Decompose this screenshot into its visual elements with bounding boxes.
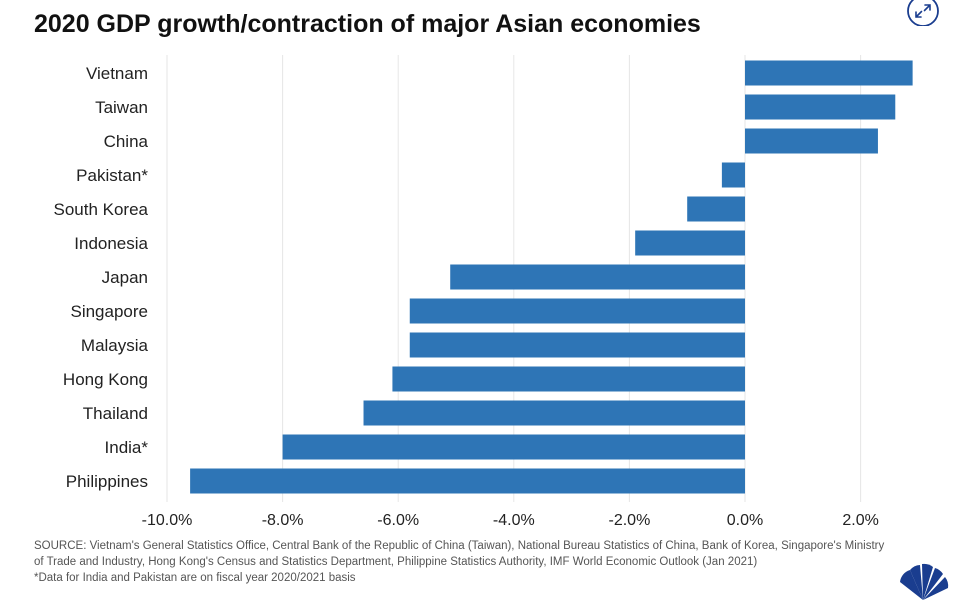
x-tick-label: -2.0% (609, 512, 651, 529)
bar (190, 468, 745, 494)
source-text: SOURCE: Vietnam's General Statistics Off… (34, 540, 885, 568)
category-label: Thailand (83, 404, 148, 423)
x-tick-label: -6.0% (377, 512, 419, 529)
bars (190, 60, 913, 494)
x-tick-label: 0.0% (727, 512, 763, 529)
category-label: Taiwan (95, 98, 148, 117)
bar (282, 434, 745, 460)
category-label: China (104, 132, 149, 151)
x-tick-label: -4.0% (493, 512, 535, 529)
bar (687, 196, 745, 222)
footnote-text: *Data for India and Pakistan are on fisc… (34, 572, 356, 584)
category-label: Pakistan* (76, 166, 148, 185)
bar (450, 264, 745, 290)
category-label: Malaysia (81, 336, 149, 355)
category-label: Philippines (66, 472, 148, 491)
bar (635, 230, 745, 256)
cnbc-peacock-logo (900, 563, 949, 600)
bar (409, 332, 745, 358)
category-label: South Korea (53, 200, 148, 219)
bar (745, 60, 913, 86)
category-labels: Vietnam Taiwan China Pakistan* South Korea In… (53, 64, 148, 491)
bar (392, 366, 745, 392)
category-label: Indonesia (74, 234, 148, 253)
bar (745, 94, 896, 120)
x-tick-labels: -10.0% -8.0% -6.0% -4.0% -2.0% 0.0% 2.0% (142, 512, 879, 529)
bar (745, 128, 878, 154)
x-tick-label: -10.0% (142, 512, 193, 529)
bar (721, 162, 745, 188)
bar-chart: Vietnam Taiwan China Pakistan* South Korea In… (53, 55, 913, 529)
x-tick-label: 2.0% (842, 512, 878, 529)
chart-title: 2020 GDP growth/contraction of major Asi… (34, 10, 701, 38)
expand-button[interactable] (906, 0, 940, 27)
bar (409, 298, 745, 324)
x-tick-label: -8.0% (262, 512, 304, 529)
bar (363, 400, 745, 426)
category-label: Singapore (70, 302, 148, 321)
category-label: Japan (102, 268, 148, 287)
category-label: India* (105, 438, 149, 457)
category-label: Vietnam (86, 64, 148, 83)
category-label: Hong Kong (63, 370, 148, 389)
source-note: SOURCE: Vietnam's General Statistics Off… (34, 538, 894, 586)
